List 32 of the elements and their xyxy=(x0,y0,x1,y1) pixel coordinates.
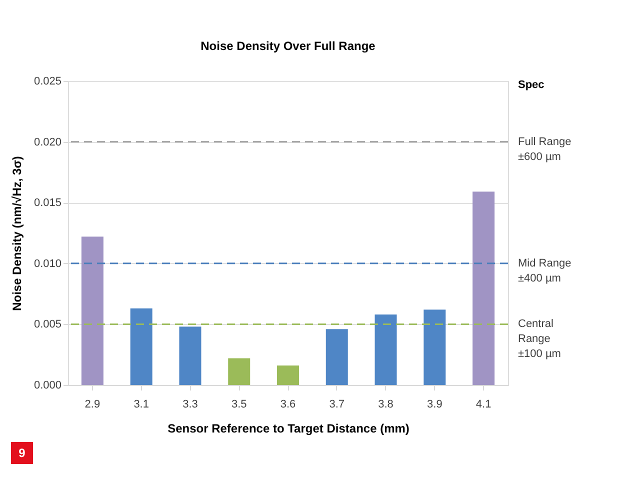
ref-line-label: Full Range ±600 µm xyxy=(518,136,572,163)
bar xyxy=(472,192,495,385)
y-tick-label: 0.015 xyxy=(34,197,62,210)
x-axis-title: Sensor Reference to Target Distance (mm) xyxy=(168,422,410,436)
x-tick-label: 2.9 xyxy=(84,398,100,410)
text: Spec xyxy=(518,79,544,91)
ref-line-label: Mid Range ±400 µm xyxy=(518,257,572,284)
bar xyxy=(228,358,250,385)
bar xyxy=(130,308,152,385)
ref-line-label: Central Range ±100 µm xyxy=(518,318,561,360)
x-tick-label: 3.5 xyxy=(231,398,247,410)
x-tick-label: 3.3 xyxy=(182,398,198,410)
x-tick-label: 3.9 xyxy=(427,398,442,410)
y-tick-label: 0.020 xyxy=(34,136,62,148)
y-tick-label: 0.000 xyxy=(34,380,62,392)
x-tick-label: 3.1 xyxy=(134,398,149,410)
x-tick-label: 3.6 xyxy=(280,398,296,410)
y-axis-title: Noise Density (nm/√Hz, 3σ) xyxy=(10,156,24,311)
bar xyxy=(179,326,202,385)
bar xyxy=(326,329,348,385)
y-tick-label: 0.005 xyxy=(34,318,62,331)
bar xyxy=(277,366,299,385)
x-tick-label: 3.7 xyxy=(329,398,345,410)
y-tick-label: 0.025 xyxy=(34,76,62,88)
x-tick-label: 3.8 xyxy=(378,398,394,410)
x-tick-label: 4.1 xyxy=(476,398,492,410)
bar xyxy=(424,310,446,385)
chart-title: Noise Density Over Full Range xyxy=(200,39,376,53)
text: 9 xyxy=(18,446,26,460)
y-tick-label: 0.010 xyxy=(34,258,62,270)
bar xyxy=(374,314,397,385)
bar xyxy=(81,236,104,385)
